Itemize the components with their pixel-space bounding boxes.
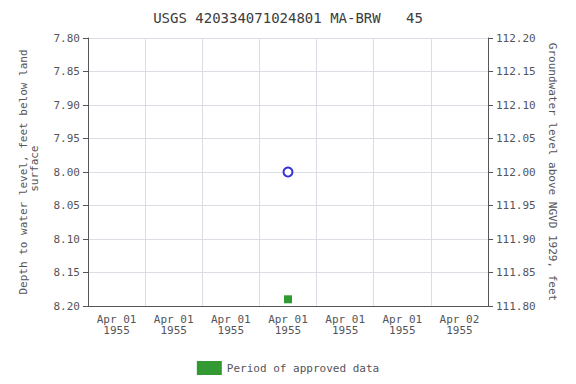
svg-text:Period of approved data: Period of approved data [227,362,379,375]
svg-text:1955: 1955 [446,324,473,337]
svg-text:Groundwater level above NGVD 1: Groundwater level above NGVD 1929, feet [546,43,559,301]
svg-text:Apr 01: Apr 01 [268,313,308,326]
svg-text:Apr 01: Apr 01 [325,313,365,326]
svg-text:112.20: 112.20 [496,32,536,45]
svg-text:1955: 1955 [389,324,416,337]
svg-text:7.95: 7.95 [54,132,81,145]
svg-text:Apr 01: Apr 01 [382,313,423,326]
svg-text:8.00: 8.00 [54,166,81,179]
svg-text:Depth to water level, feet bel: Depth to water level, feet below land [17,49,30,295]
svg-text:112.00: 112.00 [496,166,536,179]
svg-text:8.15: 8.15 [54,266,81,279]
svg-text:1955: 1955 [332,324,359,337]
svg-text:111.90: 111.90 [496,233,536,246]
svg-text:111.95: 111.95 [496,199,536,212]
svg-text:1955: 1955 [275,324,302,337]
svg-text:8.05: 8.05 [54,199,81,212]
svg-text:1955: 1955 [160,324,187,337]
svg-text:8.10: 8.10 [54,233,81,246]
svg-text:1955: 1955 [218,324,245,337]
svg-text:surface: surface [28,146,41,199]
svg-text:USGS 420334071024801 MA-BRW: USGS 420334071024801 MA-BRW 45 [153,10,423,26]
svg-text:Apr 02: Apr 02 [439,313,480,326]
svg-text:8.20: 8.20 [54,300,81,313]
svg-text:111.85: 111.85 [496,266,536,279]
svg-text:Apr 01: Apr 01 [96,313,137,326]
svg-text:1955: 1955 [103,324,130,337]
svg-text:112.05: 112.05 [496,132,536,145]
svg-text:Apr 01: Apr 01 [153,313,194,326]
svg-text:111.80: 111.80 [496,300,536,313]
svg-text:7.85: 7.85 [54,65,81,78]
svg-text:112.10: 112.10 [496,99,536,112]
svg-text:7.90: 7.90 [54,99,81,112]
svg-text:7.80: 7.80 [54,32,81,45]
svg-text:Apr 01: Apr 01 [211,313,251,326]
svg-text:112.15: 112.15 [496,65,536,78]
